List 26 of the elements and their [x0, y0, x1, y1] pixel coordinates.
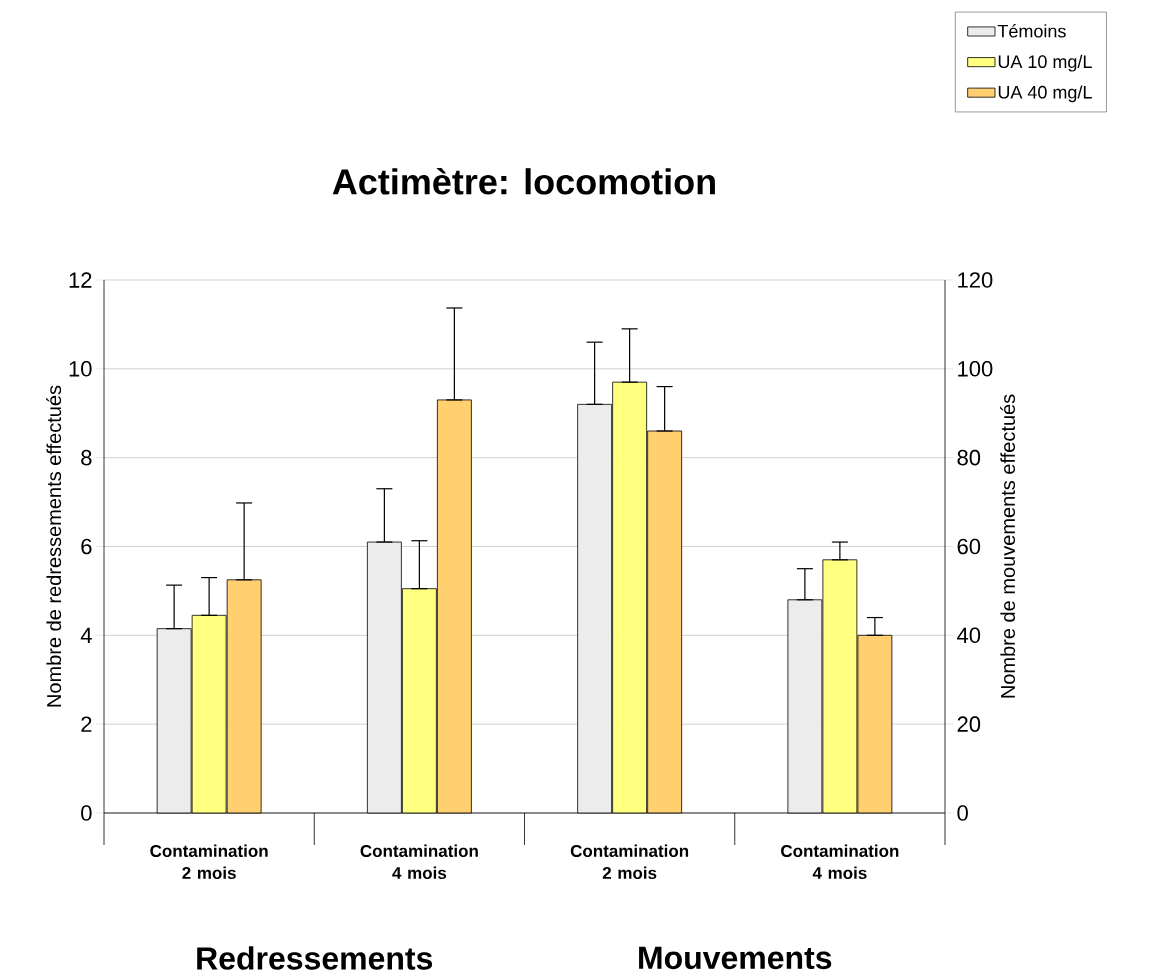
y-tick-label: 6 [81, 538, 92, 555]
y2-tick-label: 40 [957, 627, 981, 644]
y-axis-title: Nombre de redressements effectués [46, 385, 62, 707]
y2-tick-label: 100 [958, 361, 993, 377]
legend-label: UA 40 mg/L [998, 85, 1092, 103]
y-tick-label: 12 [69, 272, 92, 288]
legend-label: Témoins [997, 24, 1066, 38]
y-tick-label: 4 [80, 627, 92, 643]
y-tick-label: 8 [81, 449, 92, 466]
text: Redressements [197, 946, 433, 970]
x-tick-label: Contamination 4 mois [360, 844, 478, 880]
y2-tick-label: 60 [957, 538, 981, 555]
x-tick-label: Contamination 2 mois [150, 844, 268, 880]
y-tick-label: 2 [81, 716, 92, 732]
text: Mouvements [639, 946, 832, 970]
y2-tick-label: 120 [958, 272, 993, 288]
y2-axis-title: Nombre de mouvements effectués [1000, 394, 1016, 698]
y2-tick-label: 0 [957, 805, 968, 821]
legend-label: UA 10 mg/L [998, 54, 1092, 72]
y-tick-label: 10 [69, 361, 92, 377]
y2-tick-label: 20 [957, 716, 981, 732]
y-tick-label: 0 [81, 805, 92, 821]
chart-title: Actimètre: locomotion [332, 167, 715, 195]
x-tick-label: Contamination 4 mois [781, 844, 899, 880]
x-tick-label: Contamination 2 mois [570, 844, 689, 880]
y2-tick-label: 80 [957, 449, 981, 466]
